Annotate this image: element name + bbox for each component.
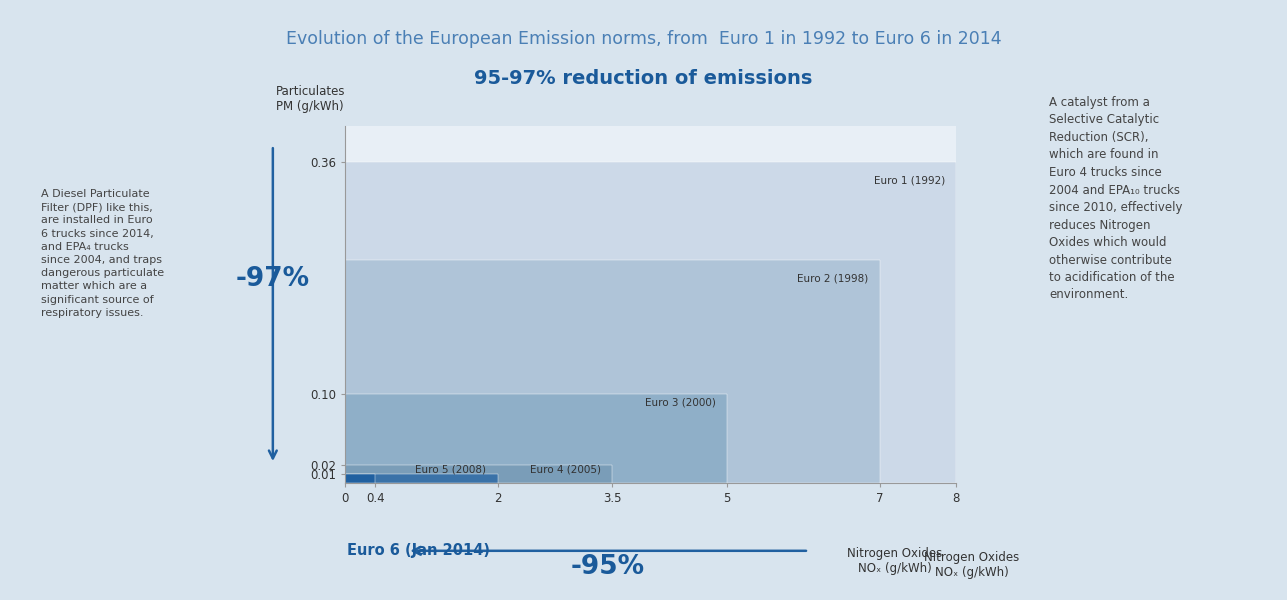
Bar [345, 474, 498, 483]
Text: Euro 1 (1992): Euro 1 (1992) [874, 175, 945, 185]
Text: Nitrogen Oxides
NOₓ (g/kWh): Nitrogen Oxides NOₓ (g/kWh) [924, 551, 1019, 579]
Text: 95-97% reduction of emissions: 95-97% reduction of emissions [475, 68, 812, 88]
Bar [345, 161, 956, 483]
Text: A catalyst from a
Selective Catalytic
Reduction (SCR),
which are found in
Euro 4: A catalyst from a Selective Catalytic Re… [1049, 96, 1183, 301]
Bar [345, 394, 727, 483]
Text: Euro 3 (2000): Euro 3 (2000) [645, 398, 716, 407]
Bar [345, 474, 376, 483]
Text: Euro 5 (2008): Euro 5 (2008) [416, 464, 486, 475]
Text: Evolution of the European Emission norms, from  Euro 1 in 1992 to Euro 6 in 2014: Evolution of the European Emission norms… [286, 30, 1001, 48]
Bar [345, 465, 613, 483]
Text: Euro 2 (1998): Euro 2 (1998) [797, 273, 869, 283]
Text: Euro 6 (Jan 2014): Euro 6 (Jan 2014) [347, 544, 490, 558]
Text: A Diesel Particulate
Filter (DPF) like this,
are installed in Euro
6 trucks sinc: A Diesel Particulate Filter (DPF) like t… [41, 189, 165, 318]
Text: Particulates
PM (g/kWh): Particulates PM (g/kWh) [277, 85, 346, 113]
Text: Euro 4 (2005): Euro 4 (2005) [530, 464, 601, 475]
Bar [345, 260, 880, 483]
Text: -97%: -97% [236, 266, 310, 292]
Text: Nitrogen Oxides
NOₓ (g/kWh): Nitrogen Oxides NOₓ (g/kWh) [847, 547, 943, 575]
Text: -95%: -95% [571, 554, 645, 580]
